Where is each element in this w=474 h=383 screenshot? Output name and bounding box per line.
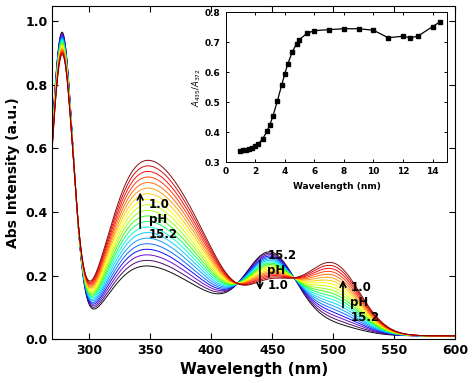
Y-axis label: Abs Intensity (a.u.): Abs Intensity (a.u.) [6, 97, 19, 248]
Text: 15.2
pH
1.0: 15.2 pH 1.0 [267, 249, 296, 292]
Text: 1.0
pH
15.2: 1.0 pH 15.2 [149, 198, 178, 241]
X-axis label: Wavelength (nm): Wavelength (nm) [180, 362, 328, 377]
Text: 1.0
pH
15.2: 1.0 pH 15.2 [350, 281, 380, 324]
